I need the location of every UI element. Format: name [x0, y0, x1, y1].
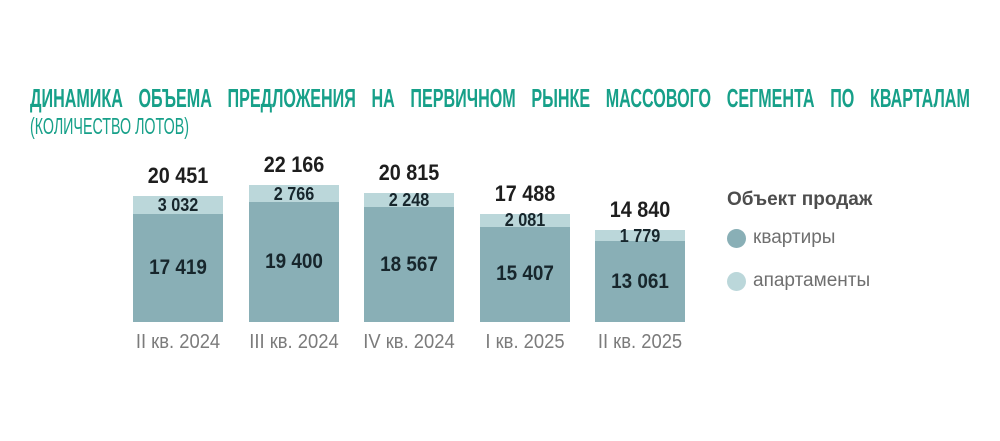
bar-category-label: III кв. 2024	[248, 331, 339, 353]
title-word: МАССОВОГО	[605, 83, 712, 113]
bar-segment-kvartiry	[364, 207, 455, 322]
bar-I кв. 2025	[479, 213, 570, 322]
title-word: ДИНАМИКА	[30, 83, 123, 113]
title-word: НА	[371, 83, 395, 113]
bar-total-label: 14 840	[610, 197, 671, 223]
legend: Объект продаж квартиры апартаменты	[727, 190, 872, 292]
bar-category-label: II кв. 2024	[135, 331, 221, 353]
title-word: РЫНКЕ	[531, 83, 591, 113]
apartamenty-value-label: 2 081	[504, 210, 546, 231]
bar-segment-kvartiry	[133, 214, 223, 322]
bar-II кв. 2025	[595, 230, 686, 322]
bar-segment-kvartiry	[479, 226, 570, 322]
apartamenty-swatch-icon	[727, 271, 746, 291]
bar-category-label: IV кв. 2024	[363, 331, 455, 353]
title-word: ОБЪЕМА	[138, 83, 212, 113]
legend-title: Объект продаж	[727, 189, 873, 210]
bar-segment-apartamenty	[364, 193, 455, 208]
bar-total-label: 17 488	[494, 180, 556, 206]
bar-segment-kvartiry	[248, 202, 339, 322]
page-title: ДИНАМИКА ОБЪЕМА ПРЕДЛОЖЕНИЯ НА ПЕРВИЧНОМ РЫНК…	[30, 85, 970, 111]
apartamenty-value-label: 2 248	[388, 190, 430, 211]
kvartiry-value-label: 13 061	[611, 269, 670, 293]
bar-category-label: I кв. 2025	[485, 331, 565, 353]
bar-total-label: 22 166	[263, 152, 324, 177]
title-word: СЕГМЕНТА	[726, 83, 815, 113]
bar-segment-apartamenty	[248, 185, 339, 203]
bar-category-label: II кв. 2025	[598, 331, 683, 353]
apartamenty-value-label: 1 779	[620, 225, 661, 246]
bar-total-label: 20 815	[378, 160, 440, 186]
title-word: ПО	[830, 83, 855, 113]
bar-total-label: 20 451	[147, 162, 209, 188]
bar-segment-apartamenty	[595, 230, 686, 242]
title-word: КВАРТАЛАМ	[869, 83, 970, 113]
bar-segment-apartamenty	[133, 195, 223, 215]
page-subtitle: (КОЛИЧЕСТВО ЛОТОВ)	[30, 113, 189, 139]
bar-segment-apartamenty	[479, 213, 570, 227]
kvartiry-value-label: 19 400	[264, 250, 323, 274]
legend-item-label: квартиры	[753, 227, 836, 248]
legend-item-label: апартаменты	[753, 270, 871, 291]
bar-II кв. 2024	[133, 195, 223, 322]
bar-III кв. 2024	[248, 185, 339, 322]
title-word: ПЕРВИЧНОМ	[410, 83, 516, 113]
apartamenty-value-label: 2 766	[273, 183, 314, 204]
bar-IV кв. 2024	[364, 193, 455, 322]
legend-item-apartamenty: апартаменты	[727, 270, 872, 292]
kvartiry-value-label: 15 407	[495, 262, 554, 286]
legend-item-kvartiry: квартиры	[727, 227, 872, 249]
kvartiry-value-label: 17 419	[149, 256, 207, 280]
title-word: ПРЕДЛОЖЕНИЯ	[227, 83, 356, 113]
apartamenty-value-label: 3 032	[157, 194, 199, 215]
kvartiry-swatch-icon	[727, 228, 746, 248]
bar-segment-kvartiry	[595, 241, 686, 322]
kvartiry-value-label: 18 567	[380, 252, 439, 276]
